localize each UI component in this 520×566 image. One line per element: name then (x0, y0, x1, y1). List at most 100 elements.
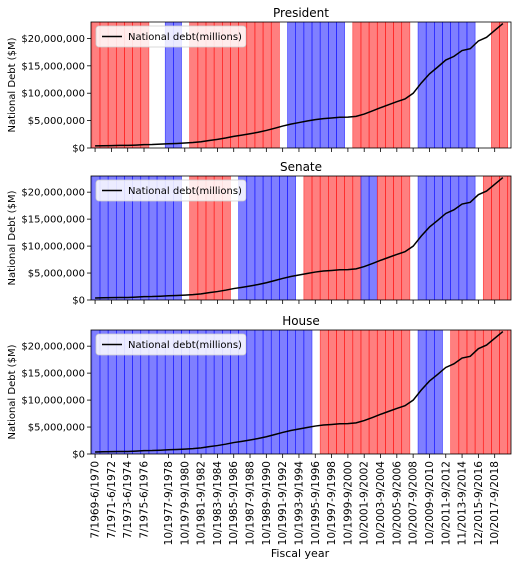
y-tick-label: $5,000,000 (28, 269, 85, 280)
party-bar-republican (507, 176, 511, 300)
legend-box (95, 179, 247, 202)
legend: National debt(millions) (95, 333, 247, 356)
party-bar-democrat (319, 22, 329, 148)
x-tick-label: 7/1971-6/1972 (106, 461, 118, 539)
panel-title: Senate (280, 160, 322, 174)
party-bar-republican (368, 330, 378, 454)
axes-frame (90, 329, 512, 455)
party-bar-democrat (279, 330, 288, 454)
party-bar-democrat (311, 22, 321, 148)
x-tick-label: 7/1969-6/1970 (90, 461, 102, 539)
party-bar-republican (482, 330, 492, 454)
x-tick-label: 10/1983-9/1984 (212, 461, 224, 546)
y-tick-label: $10,000,000 (21, 242, 85, 253)
x-tick-label: 10/2017-9/2018 (489, 461, 501, 545)
y-tick-label: $15,000,000 (21, 61, 85, 72)
party-bar-republican (499, 176, 509, 300)
x-tick-label: 10/2001-9/2002 (359, 461, 371, 545)
party-bar-republican (336, 176, 345, 300)
party-bar-democrat (173, 22, 182, 148)
party-bar-republican (328, 330, 337, 454)
party-bar-democrat (287, 176, 296, 300)
y-tick-label: $10,000,000 (21, 89, 85, 100)
party-bar-republican (140, 22, 150, 148)
party-bar-republican (466, 330, 476, 454)
x-tick-label: 12/2015-9/2016 (473, 461, 485, 546)
party-bar-republican (491, 176, 500, 300)
x-tick-label: 11/2013-9/2014 (457, 461, 469, 546)
party-bar-democrat (425, 22, 435, 148)
x-tick-label: 7/1975-6/1976 (139, 461, 151, 539)
y-tick-label: $10,000,000 (21, 396, 85, 407)
x-axis-label: Fiscal year (271, 547, 330, 560)
y-tick-label: $0 (72, 450, 85, 461)
party-bar-democrat (368, 176, 378, 300)
party-bar-republican (222, 176, 231, 300)
x-tick-label: 10/1979-9/1980 (179, 461, 191, 545)
party-bar-republican (376, 330, 386, 454)
party-bar-republican (482, 176, 492, 300)
party-bar-republican (450, 330, 460, 454)
debt-series-line (95, 330, 504, 453)
party-bar-democrat (287, 330, 296, 454)
y-axis-label: National Debt ($M) (7, 190, 18, 285)
party-bar-republican (246, 22, 256, 148)
party-bar-democrat (360, 176, 370, 300)
x-tick-label: 10/2005-9/2006 (391, 461, 403, 546)
party-bar-republican (360, 330, 370, 454)
party-bar-republican (458, 330, 468, 454)
legend-box (95, 333, 247, 356)
party-bar-democrat (328, 22, 337, 148)
party-bar-republican (319, 176, 329, 300)
panel-president: President $0 $5,000,000 $10,000,000 $15,000,… (7, 6, 512, 155)
party-bar-republican (270, 22, 280, 148)
party-bar-democrat (295, 22, 305, 148)
party-bar-republican (319, 330, 329, 454)
y-tick-label: $15,000,000 (21, 369, 85, 380)
party-bar-democrat (246, 330, 256, 454)
x-tick-label: 10/1993-9/1994 (293, 461, 305, 546)
party-bar-democrat (458, 176, 468, 300)
y-tick-label: $20,000,000 (21, 34, 85, 45)
party-bar-republican (491, 330, 500, 454)
party-bar-republican (393, 330, 403, 454)
party-bar-democrat (434, 330, 443, 454)
party-bar-republican (393, 22, 403, 148)
party-bar-democrat (295, 330, 305, 454)
party-bar-democrat (173, 176, 182, 300)
x-tick-label: 10/1977-9/1978 (163, 461, 175, 545)
debt-series-line (95, 176, 504, 299)
party-bar-democrat (287, 22, 296, 148)
party-bar-democrat (466, 176, 476, 300)
party-bar-democrat (450, 176, 460, 300)
party-bar-democrat (425, 176, 435, 300)
party-bar-democrat (254, 176, 264, 300)
party-bar-democrat (303, 330, 313, 454)
party-bar-republican (303, 176, 313, 300)
party-bar-republican (385, 176, 394, 300)
party-bar-republican (491, 22, 500, 148)
party-bar-democrat (442, 22, 451, 148)
party-bar-democrat (279, 176, 288, 300)
x-tick-label: 10/1989-9/1990 (261, 461, 273, 545)
party-bar-republican (344, 330, 354, 454)
y-tick-label: $0 (72, 144, 85, 155)
party-bar-republican (328, 176, 337, 300)
legend: National debt(millions) (95, 179, 247, 202)
x-tick-label: 10/2011-9/2012 (440, 461, 452, 545)
x-tick-label: 10/1985-9/1986 (228, 461, 240, 546)
party-bar-republican (401, 330, 411, 454)
x-tick-label: 10/2007-9/2008 (408, 461, 420, 545)
party-bar-republican (499, 22, 509, 148)
party-bar-republican (376, 176, 386, 300)
y-tick-label: $15,000,000 (21, 215, 85, 226)
party-bar-democrat (442, 176, 451, 300)
y-axis-label: National Debt ($M) (7, 344, 18, 439)
party-bar-democrat (450, 22, 460, 148)
axes-frame (90, 21, 512, 149)
party-bar-republican (499, 330, 509, 454)
x-tick-label: 10/1981-9/1982 (196, 461, 208, 545)
party-bar-democrat (254, 330, 264, 454)
party-bar-democrat (246, 176, 256, 300)
